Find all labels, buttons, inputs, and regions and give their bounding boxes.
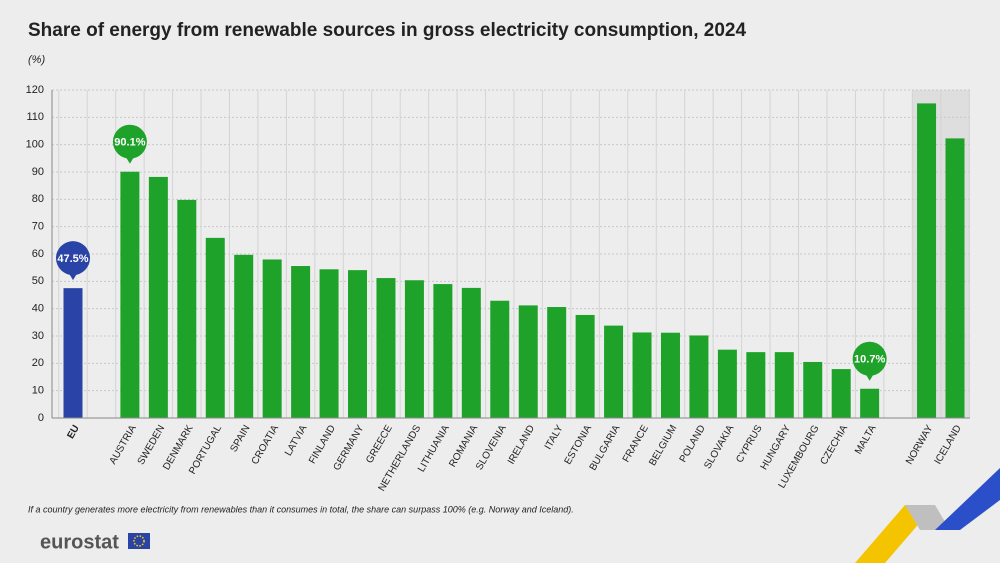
y-tick-label: 10 [32, 385, 44, 397]
bar [945, 138, 965, 418]
bar [917, 103, 937, 418]
bar [262, 259, 282, 418]
callout [852, 341, 887, 376]
bar [205, 237, 225, 418]
callout [112, 124, 147, 159]
value-label: 47.5% [57, 253, 88, 265]
callout [56, 241, 90, 276]
bar [376, 278, 396, 418]
eu-flag [128, 533, 150, 549]
bar [148, 176, 168, 418]
bar [831, 369, 851, 418]
bar [518, 305, 538, 418]
bar [461, 287, 481, 418]
bar [348, 270, 368, 418]
bar [774, 352, 794, 418]
logo: eurostat [40, 531, 119, 553]
bar [604, 325, 624, 418]
y-tick-label: 110 [26, 111, 44, 123]
footnote: If a country generates more electricity … [28, 504, 574, 514]
eu-stars [133, 535, 145, 547]
value-label: 10.7% [854, 354, 885, 366]
bar [717, 349, 737, 418]
decor [905, 505, 950, 530]
y-tick-label: 100 [26, 139, 44, 151]
y-tick-label: 0 [38, 412, 44, 424]
decor [935, 468, 1000, 530]
bar [660, 332, 680, 418]
bar [63, 288, 83, 418]
y-tick-label: 120 [26, 84, 44, 96]
y-tick-label: 20 [32, 357, 44, 369]
bar [575, 314, 595, 418]
bar [291, 266, 311, 418]
y-tick-label: 30 [32, 330, 44, 342]
bar [490, 300, 510, 418]
y-tick-label: 80 [32, 193, 44, 205]
bar [120, 171, 140, 418]
bar [319, 269, 339, 418]
y-axis-label: (%) [28, 54, 45, 66]
bar [404, 280, 424, 418]
bar [803, 361, 823, 418]
y-tick-label: 70 [32, 221, 44, 233]
value-label: 90.1% [114, 137, 145, 149]
bar [860, 388, 880, 418]
bar [234, 254, 254, 418]
bar [433, 284, 453, 418]
y-tick-label: 40 [32, 303, 44, 315]
y-tick-label: 50 [32, 275, 44, 287]
bar [632, 332, 652, 418]
y-tick-label: 60 [32, 248, 44, 260]
y-tick-label: 90 [32, 166, 44, 178]
bar [177, 199, 197, 418]
bar [689, 335, 709, 418]
bar [746, 352, 766, 418]
bar [547, 307, 567, 418]
chart-title: Share of energy from renewable sources i… [28, 20, 746, 41]
